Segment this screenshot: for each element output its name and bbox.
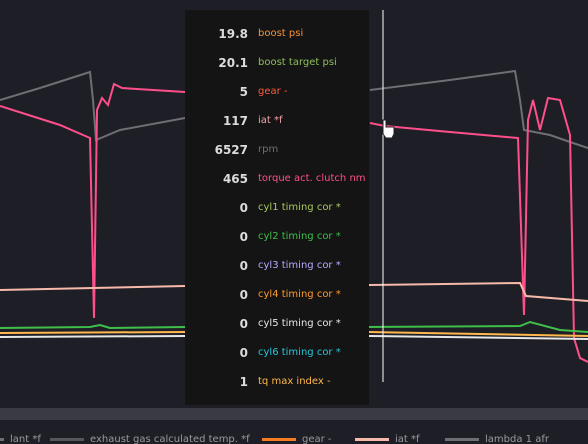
legend-item[interactable]: lambda 1 afr <box>445 434 549 444</box>
tooltip-row: 6527 rpm <box>185 140 369 160</box>
row-label: cyl6 timing cor * <box>258 347 341 358</box>
legend-swatch <box>50 437 84 441</box>
timing-line <box>368 331 588 337</box>
tooltip-row: 20.1 boost target psi <box>185 53 369 73</box>
legend-item[interactable]: gear - <box>262 434 332 444</box>
legend-label: iat *f <box>395 434 420 444</box>
timing-line <box>0 335 186 338</box>
legend-swatch <box>355 437 389 441</box>
tooltip-row: 0 cyl6 timing cor * <box>185 343 369 363</box>
rpm-line <box>0 70 186 142</box>
legend-label: exhaust gas calculated temp. *f <box>90 434 250 444</box>
timing-line <box>368 320 588 333</box>
torque-line <box>0 82 186 319</box>
legend-item[interactable]: lant *f <box>0 434 41 444</box>
row-label: torque act. clutch nm <box>258 173 366 184</box>
torque-line <box>369 96 588 363</box>
row-label: cyl3 timing cor * <box>258 260 341 271</box>
tooltip-row: 1 tq max index - <box>185 372 369 392</box>
row-value: 5 <box>239 85 248 99</box>
legend-item[interactable]: iat *f <box>355 434 420 444</box>
row-value: 19.8 <box>218 27 248 41</box>
row-value: 20.1 <box>218 56 248 70</box>
legend-label: gear - <box>302 434 332 444</box>
tooltip: 19.8 boost psi 20.1 boost target psi 5 gear -… <box>185 10 369 405</box>
legend-swatch <box>445 437 479 441</box>
legend-label: lant *f <box>10 434 41 444</box>
row-value: 1 <box>239 375 248 389</box>
row-value: 0 <box>239 288 248 302</box>
row-label: rpm <box>258 144 279 155</box>
timing-line <box>0 331 186 334</box>
rpm-line <box>369 69 588 149</box>
row-value: 6527 <box>214 143 248 157</box>
timing-line <box>0 323 186 330</box>
row-label: cyl2 timing cor * <box>258 231 341 242</box>
tooltip-row: 19.8 boost psi <box>185 24 369 44</box>
row-label: boost target psi <box>258 57 337 68</box>
row-value: 0 <box>239 317 248 331</box>
row-label: cyl4 timing cor * <box>258 289 341 300</box>
legend-label: lambda 1 afr <box>485 434 549 444</box>
tooltip-row: 0 cyl2 timing cor * <box>185 227 369 247</box>
tooltip-row: 465 torque act. clutch nm <box>185 169 369 189</box>
tooltip-row: 117 iat *f <box>185 111 369 131</box>
row-label: cyl1 timing cor * <box>258 202 341 213</box>
row-label: gear - <box>258 86 288 97</box>
row-label: boost psi <box>258 28 304 39</box>
scrollbar[interactable] <box>0 408 588 420</box>
row-value: 0 <box>239 201 248 215</box>
hand-cursor <box>382 119 395 139</box>
row-value: 0 <box>239 259 248 273</box>
iat-line <box>368 281 588 302</box>
tooltip-row: 0 cyl5 timing cor * <box>185 314 369 334</box>
row-label: cyl5 timing cor * <box>258 318 341 329</box>
timing-line <box>368 335 588 340</box>
tooltip-row: 0 cyl4 timing cor * <box>185 285 369 305</box>
plot <box>0 10 588 382</box>
row-value: 0 <box>239 346 248 360</box>
tooltip-row: 0 cyl1 timing cor * <box>185 198 369 218</box>
row-label: iat *f <box>258 115 283 126</box>
iat-line <box>0 285 186 291</box>
row-value: 0 <box>239 230 248 244</box>
legend-swatch <box>0 437 4 441</box>
tooltip-row: 5 gear - <box>185 82 369 102</box>
row-label: tq max index - <box>258 376 331 387</box>
row-value: 117 <box>222 114 248 128</box>
legend-swatch <box>262 437 296 441</box>
legend-item[interactable]: exhaust gas calculated temp. *f <box>50 434 250 444</box>
tooltip-row: 0 cyl3 timing cor * <box>185 256 369 276</box>
row-value: 465 <box>222 172 248 186</box>
